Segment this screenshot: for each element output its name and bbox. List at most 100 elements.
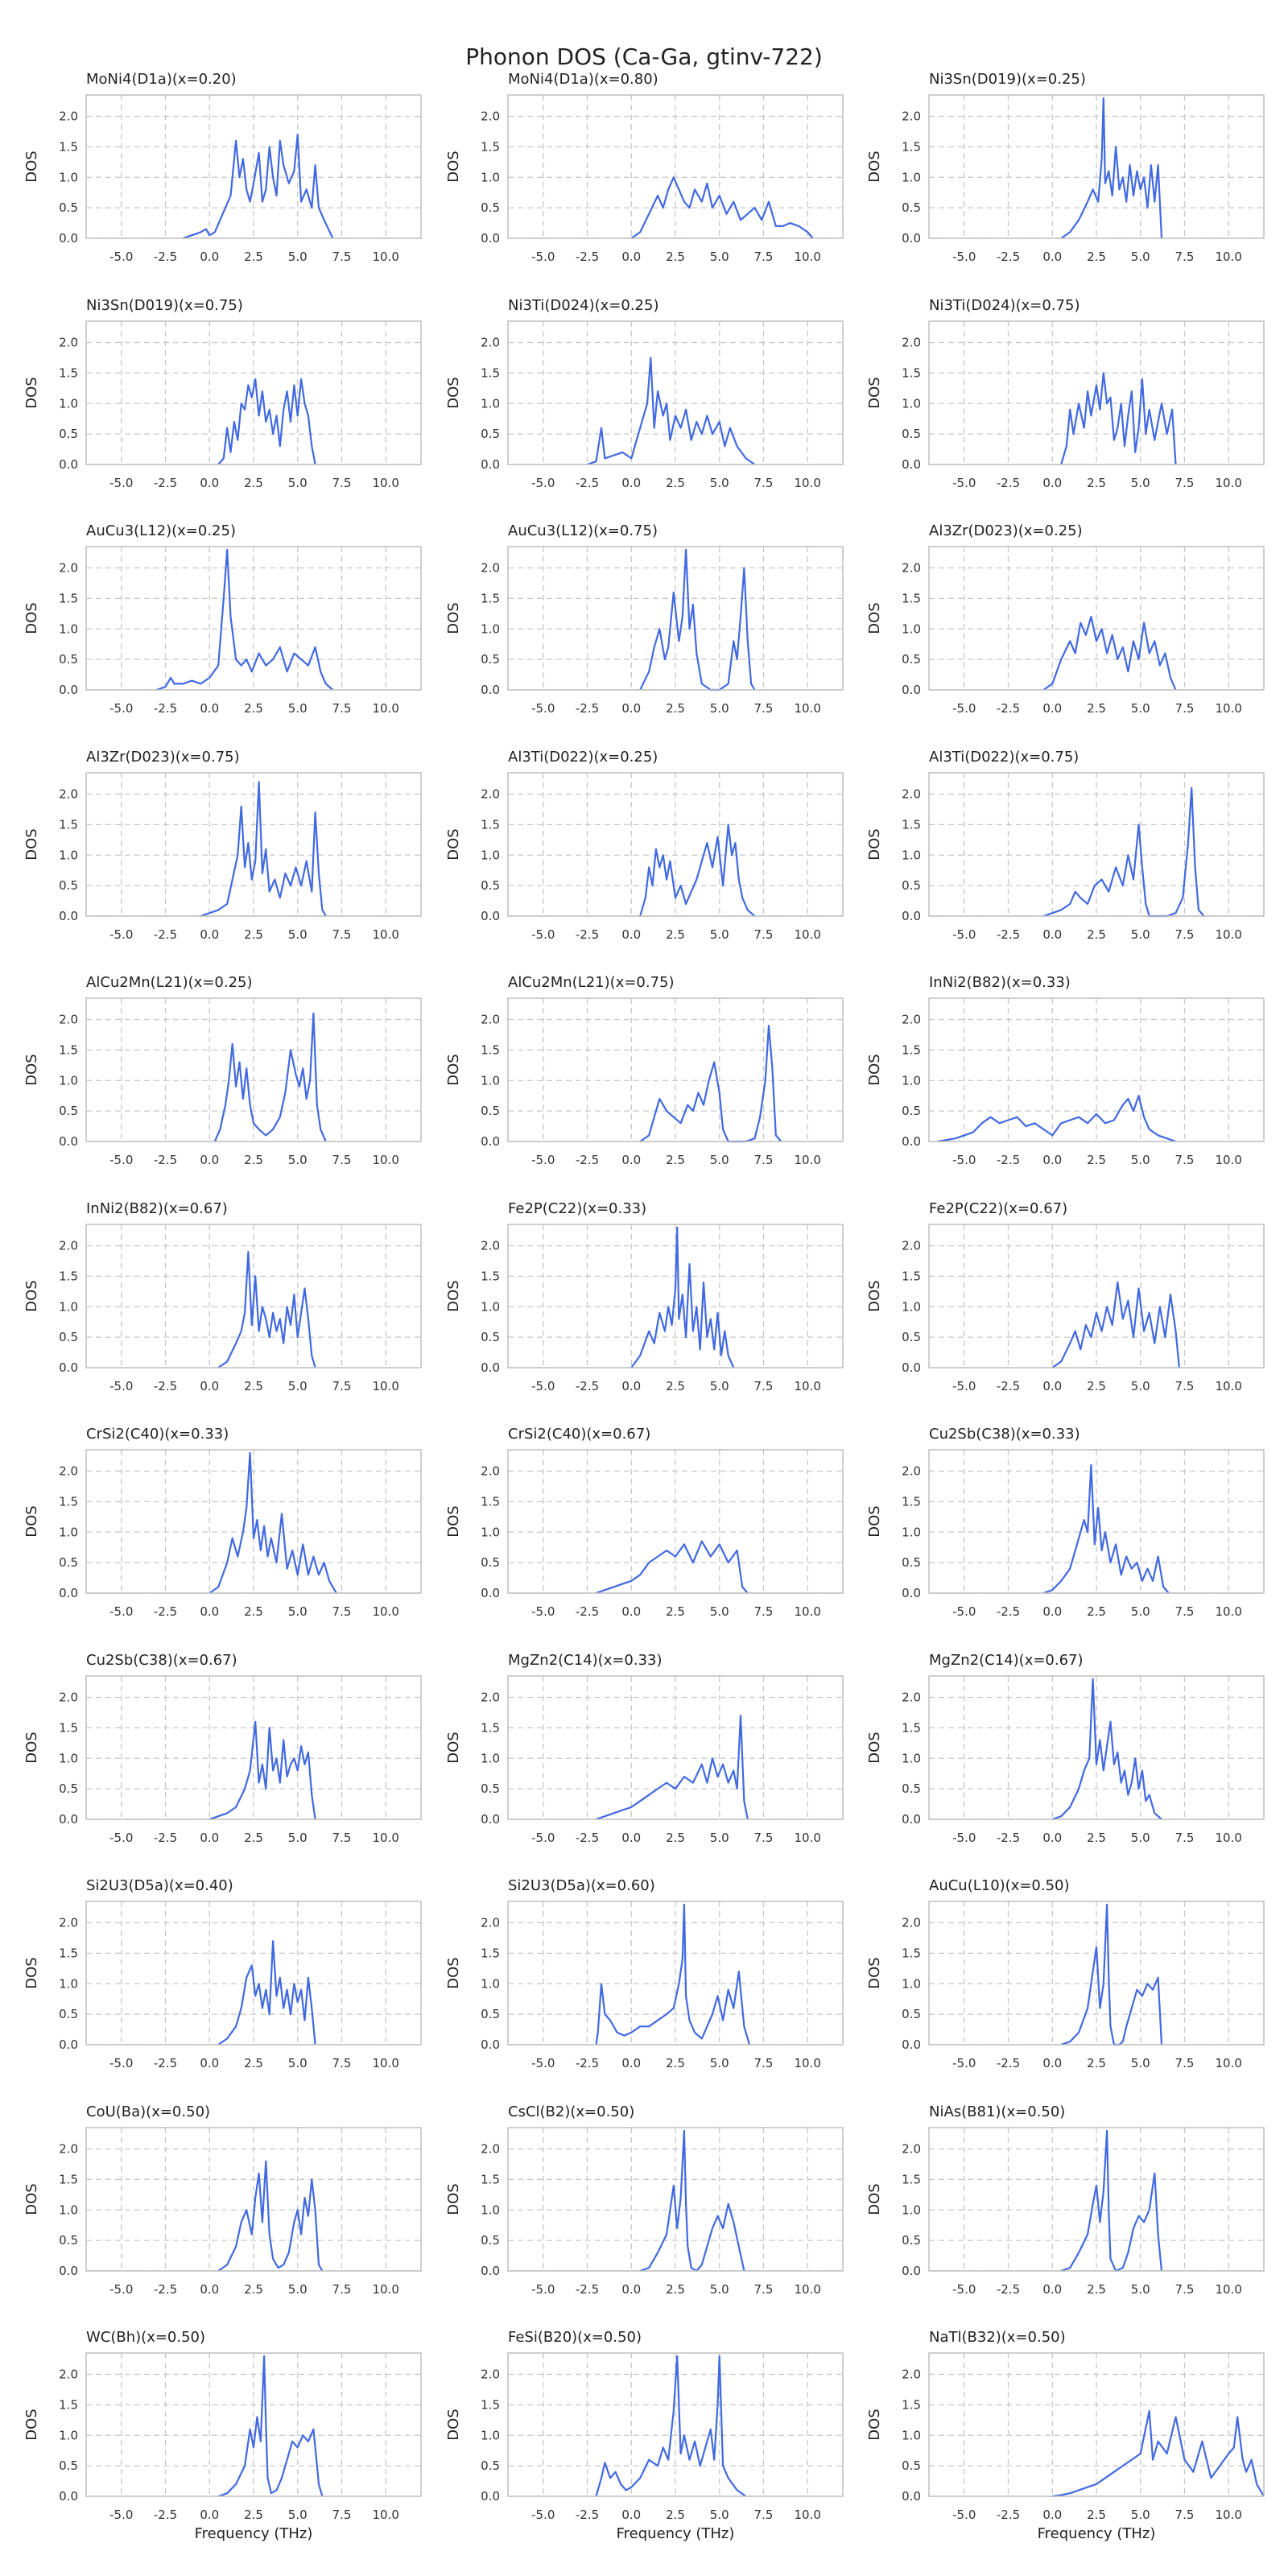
x-tick-label: 7.5: [1175, 1153, 1195, 1167]
y-tick-label: 1.5: [902, 1946, 921, 1960]
y-tick-label: 1.0: [481, 1976, 500, 1991]
chart-panel: -5.0 -2.5 0.0 2.5 5.0 7.5 10.0 0.0 0.5 1.0 1.5 2.0 M…: [422, 1645, 844, 1871]
x-tick-label: 2.5: [666, 476, 685, 490]
y-axis-label: DOS: [866, 828, 883, 860]
y-tick-label: 0.0: [902, 909, 921, 923]
x-tick-label: 10.0: [1216, 2508, 1242, 2522]
x-tick-label: 5.0: [710, 1604, 729, 1619]
y-tick-label: 1.0: [481, 848, 500, 862]
plot-frame: [507, 1223, 844, 1368]
y-axis-label: DOS: [23, 2183, 40, 2215]
y-tick-label: 1.5: [902, 1042, 921, 1057]
x-tick-label: 0.0: [621, 1379, 641, 1393]
y-axis-label: DOS: [866, 1280, 883, 1311]
y-tick-label: 0.5: [902, 652, 921, 667]
y-tick-label: 1.5: [59, 1269, 78, 1283]
y-tick-label: 0.5: [902, 1555, 921, 1570]
plot-frame: [928, 771, 1265, 917]
y-tick-label: 0.0: [481, 231, 500, 246]
x-tick-label: -5.0: [109, 701, 133, 716]
x-tick-label: -2.5: [997, 1153, 1020, 1167]
y-tick-label: 0.0: [59, 2037, 78, 2052]
y-tick-label: 0.0: [481, 2037, 500, 2052]
x-tick-label: 0.0: [621, 476, 641, 490]
chart-title: MgZn2(C14)(x=0.33): [508, 1652, 663, 1669]
y-tick-label: 0.5: [59, 2007, 78, 2021]
dos-series-line: [596, 1540, 749, 1595]
chart-panel: -5.0 -2.5 0.0 2.5 5.0 7.5 10.0 0.0 0.5 1.0 1.5 2.0 A…: [422, 742, 844, 968]
y-tick-label: 1.5: [481, 2397, 500, 2412]
dos-series-line: [213, 1012, 327, 1142]
x-tick-label: 2.5: [666, 250, 685, 264]
chart-title: CoU(Ba)(x=0.50): [86, 2103, 210, 2120]
y-tick-label: 1.0: [59, 1073, 78, 1088]
x-tick-label: -2.5: [576, 701, 599, 716]
x-tick-label: -5.0: [531, 250, 555, 264]
chart-panel: -5.0 -2.5 0.0 2.5 5.0 7.5 10.0 0.0 0.5 1.0 1.5 2.0 C…: [0, 1419, 422, 1645]
x-tick-label: 2.5: [666, 1379, 685, 1393]
x-tick-label: 7.5: [1175, 2282, 1195, 2297]
y-tick-label: 0.0: [59, 1812, 78, 1827]
x-tick-label: -5.0: [531, 2282, 555, 2297]
x-tick-label: 10.0: [1216, 476, 1242, 490]
y-tick-label: 0.0: [902, 683, 921, 697]
x-tick-label: 5.0: [1131, 927, 1150, 942]
x-tick-label: 7.5: [1175, 476, 1195, 490]
y-axis-label: DOS: [23, 2409, 40, 2440]
y-tick-label: 0.5: [59, 1104, 78, 1118]
y-tick-label: 2.0: [59, 1238, 78, 1253]
x-tick-label: 0.0: [621, 1831, 641, 1845]
y-axis-label: DOS: [866, 2183, 883, 2215]
y-axis-label: DOS: [23, 377, 40, 408]
y-tick-label: 2.0: [902, 1690, 921, 1704]
y-tick-label: 1.5: [481, 1946, 500, 1960]
y-tick-label: 0.0: [481, 683, 500, 697]
dos-series-line: [1060, 371, 1177, 464]
dos-series-line: [1060, 2129, 1163, 2272]
x-tick-label: 0.0: [1042, 1831, 1062, 1845]
x-tick-label: -2.5: [576, 927, 599, 942]
plot-frame: [928, 1449, 1265, 1594]
x-tick-label: 7.5: [754, 476, 774, 490]
chart-panel: -5.0 -2.5 0.0 2.5 5.0 7.5 10.0 0.0 0.5 1.0 1.5 2.0 M…: [422, 64, 844, 290]
y-tick-label: 1.0: [481, 1073, 500, 1088]
y-tick-label: 1.0: [59, 1976, 78, 1991]
y-tick-label: 1.5: [59, 591, 78, 605]
x-tick-label: 0.0: [200, 476, 219, 490]
chart-title: MoNi4(D1a)(x=0.20): [86, 71, 237, 88]
dos-chart: -5.0 -2.5 0.0 2.5 5.0 7.5 10.0 0.0 0.5 1.0 1.5 2.0 F…: [866, 1200, 1265, 1393]
y-tick-label: 2.0: [481, 1238, 500, 1253]
x-tick-label: 5.0: [288, 2056, 308, 2070]
plot-frame: [507, 1901, 844, 2046]
y-tick-label: 1.5: [59, 2172, 78, 2186]
y-tick-label: 1.5: [59, 1720, 78, 1735]
y-tick-label: 0.5: [481, 1781, 500, 1796]
y-tick-label: 0.0: [902, 1360, 921, 1375]
x-tick-label: 10.0: [795, 2508, 821, 2522]
chart-title: Ni3Ti(D024)(x=0.75): [929, 297, 1080, 314]
x-tick-label: 10.0: [373, 476, 399, 490]
y-tick-label: 0.5: [481, 1555, 500, 1570]
x-tick-label: 5.0: [1131, 1153, 1150, 1167]
dos-series-line: [217, 1940, 316, 2046]
x-tick-label: 0.0: [1042, 250, 1062, 264]
plot-frame: [928, 2126, 1265, 2272]
dos-series-line: [217, 378, 316, 465]
x-tick-label: 7.5: [332, 476, 352, 490]
y-tick-label: 1.0: [59, 2202, 78, 2217]
y-axis-label: DOS: [866, 377, 883, 408]
x-tick-label: -5.0: [952, 1831, 976, 1845]
plot-frame: [85, 1901, 422, 2046]
y-tick-label: 2.0: [481, 1916, 500, 1930]
y-tick-label: 1.0: [902, 1525, 921, 1539]
y-tick-label: 0.5: [481, 2007, 500, 2021]
y-tick-label: 0.0: [59, 1134, 78, 1149]
x-tick-label: 0.0: [200, 250, 219, 264]
x-tick-label: 7.5: [754, 927, 774, 942]
y-tick-label: 0.5: [481, 878, 500, 893]
dos-chart: -5.0 -2.5 0.0 2.5 5.0 7.5 10.0 0.0 0.5 1.0 1.5 2.0 A…: [866, 522, 1265, 716]
y-axis-label: DOS: [866, 602, 883, 634]
x-tick-label: 5.0: [1131, 701, 1150, 716]
x-tick-label: 7.5: [1175, 1604, 1195, 1619]
y-tick-label: 0.0: [59, 683, 78, 697]
